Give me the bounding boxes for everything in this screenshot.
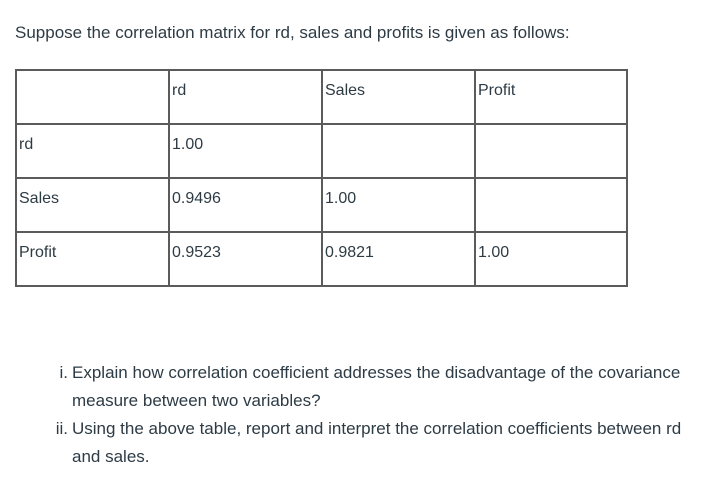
table-row-rd: rd 1.00 [15,123,628,179]
table-row-profit: Profit 0.9523 0.9821 1.00 [15,231,628,287]
question-item-1: i. Explain how correlation coefficient a… [60,359,712,415]
table-header-row: rd Sales Profit [15,69,628,125]
cell-profit-sales: 0.9821 [321,231,476,287]
cell-sales-profit [474,177,628,233]
cell-rd-profit [474,123,628,179]
cell-sales-sales: 1.00 [321,177,476,233]
question-marker-2: ii. [55,419,68,438]
row-label-profit: Profit [15,231,170,287]
row-label-sales: Sales [15,177,170,233]
question-item-2: ii. Using the above table, report and in… [56,415,712,471]
intro-text: Suppose the correlation matrix for rd, s… [15,23,570,42]
question-text-1: Explain how correlation coefficient addr… [72,363,681,410]
cell-rd-rd: 1.00 [168,123,323,179]
table-row-sales: Sales 0.9496 1.00 [15,177,628,233]
header-cell-sales: Sales [321,69,476,125]
cell-sales-rd: 0.9496 [168,177,323,233]
cell-profit-profit: 1.00 [474,231,628,287]
header-cell-rd: rd [168,69,323,125]
question-text-2: Using the above table, report and interp… [72,419,682,466]
row-label-rd: rd [15,123,170,179]
correlation-matrix-table: rd Sales Profit rd 1.00 Sales 0.9496 1.0… [15,69,628,287]
question-marker-1: i. [59,363,69,382]
cell-profit-rd: 0.9523 [168,231,323,287]
header-cell-profit: Profit [474,69,628,125]
header-cell-empty [15,69,170,125]
cell-rd-sales [321,123,476,179]
question-list: i. Explain how correlation coefficient a… [56,359,712,471]
